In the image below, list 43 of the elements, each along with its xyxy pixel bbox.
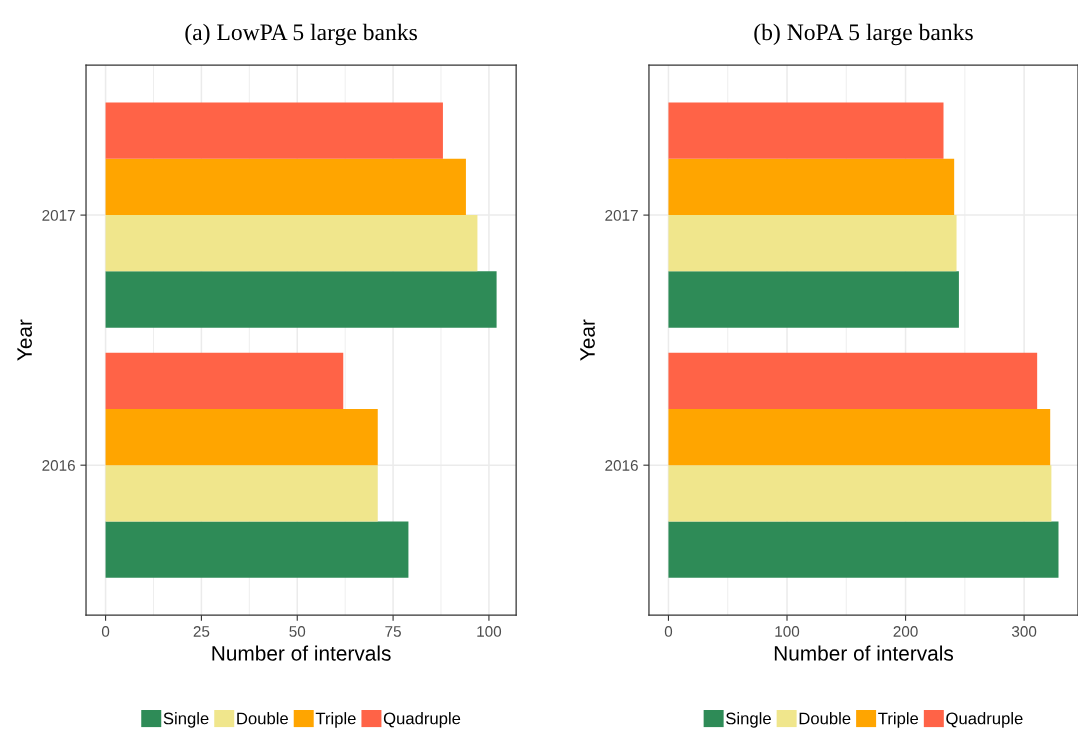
bar bbox=[668, 271, 959, 328]
bar bbox=[668, 158, 955, 216]
chart-title: (b) NoPA 5 large banks bbox=[754, 23, 973, 46]
y-tick-label: 2017 bbox=[42, 209, 75, 221]
legend-label: Triple bbox=[878, 712, 919, 728]
x-tick-label: 100 bbox=[775, 626, 800, 637]
bar bbox=[105, 102, 443, 159]
bar bbox=[105, 271, 497, 328]
legend-label: Triple bbox=[315, 712, 356, 728]
legend-label: Double bbox=[237, 712, 288, 725]
x-tick-label: 50 bbox=[289, 626, 306, 637]
x-tick-label: 75 bbox=[385, 626, 401, 637]
x-tick-label: 25 bbox=[193, 626, 210, 637]
legend-label: Double bbox=[799, 712, 851, 725]
x-axis-title: Number of intervals bbox=[774, 645, 954, 661]
bar bbox=[668, 215, 957, 272]
bar bbox=[105, 352, 344, 409]
x-axis-title: Number of intervals bbox=[212, 645, 391, 661]
legend-label: Single bbox=[726, 712, 771, 728]
y-tick-label: 2017 bbox=[605, 209, 638, 221]
legend-label: Single bbox=[163, 712, 209, 728]
bar bbox=[105, 408, 378, 466]
y-tick-label: 2016 bbox=[42, 460, 75, 471]
x-tick-label: 100 bbox=[477, 626, 502, 637]
x-tick-label: 0 bbox=[101, 626, 110, 637]
y-tick-label: 2016 bbox=[605, 460, 638, 471]
x-tick-label: 0 bbox=[664, 626, 673, 637]
bar bbox=[668, 465, 1052, 522]
bar bbox=[105, 465, 378, 522]
y-axis-title: Year bbox=[580, 319, 595, 361]
y-axis-title: Year bbox=[17, 319, 32, 361]
bar bbox=[668, 102, 944, 159]
x-tick-label: 200 bbox=[893, 626, 918, 637]
bar bbox=[105, 158, 466, 216]
legend-label: Quadruple bbox=[946, 712, 1023, 728]
bar bbox=[668, 521, 1059, 578]
legend-label: Quadruple bbox=[383, 712, 461, 728]
bar bbox=[105, 215, 478, 272]
bar bbox=[668, 408, 1051, 466]
x-tick-label: 300 bbox=[1011, 626, 1037, 637]
bar bbox=[668, 352, 1038, 409]
bar bbox=[105, 521, 409, 578]
chart-title: (a) LowPA 5 large banks bbox=[185, 23, 417, 46]
